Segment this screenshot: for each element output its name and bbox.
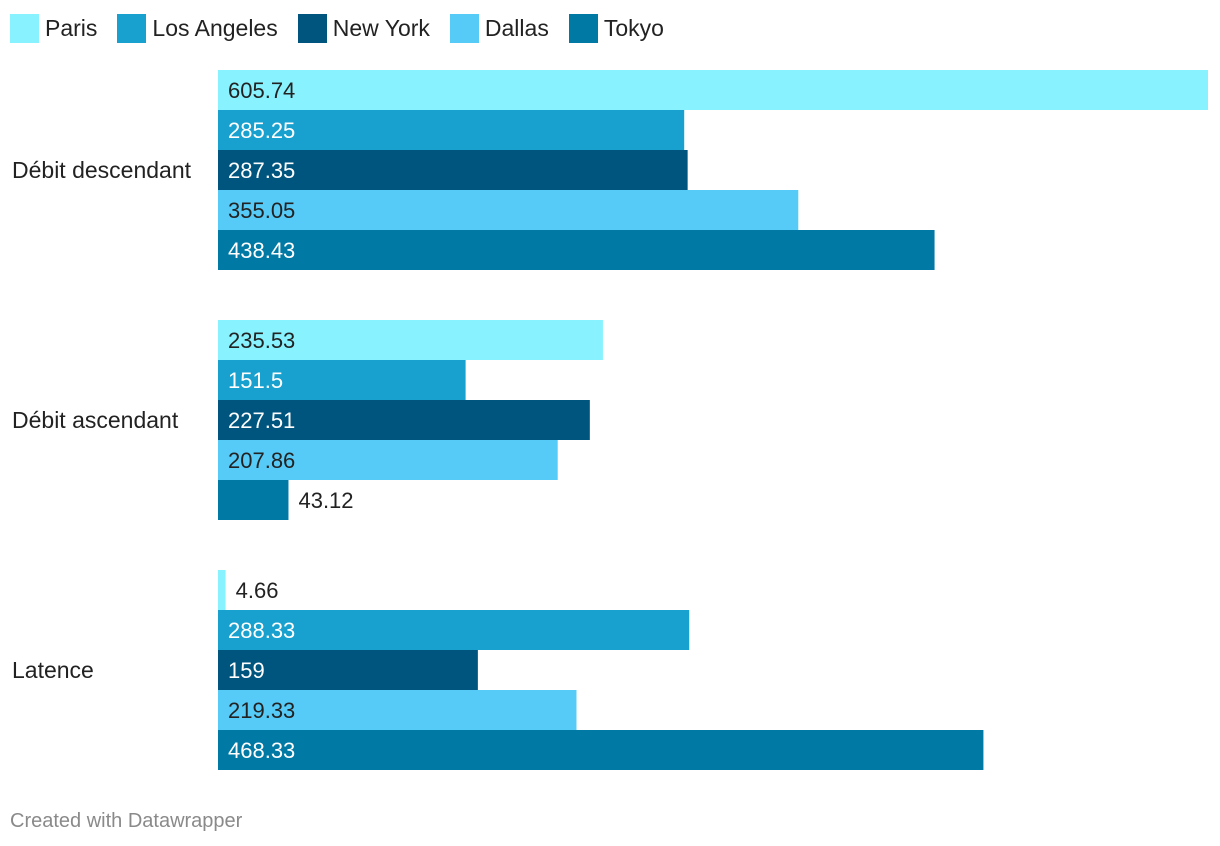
bar [218, 440, 558, 480]
bar [218, 230, 935, 270]
legend-swatch [117, 13, 147, 43]
bar [218, 190, 799, 230]
bar-value-label: 43.12 [298, 488, 353, 513]
bar [218, 730, 984, 770]
bar [218, 400, 590, 440]
bar-value-label: 159 [228, 658, 265, 683]
bar [218, 610, 690, 650]
legend-swatch [10, 13, 39, 43]
legend-label: Paris [45, 14, 98, 41]
legend-swatch [449, 13, 479, 43]
bar [218, 480, 289, 520]
legend-item: New York [297, 13, 430, 43]
legend-item: Los Angeles [117, 13, 278, 43]
bar [218, 150, 688, 190]
legend-swatch [297, 13, 327, 43]
legend-item: Paris [10, 13, 98, 43]
bar-value-label: 438.43 [228, 238, 295, 263]
legend: Paris Los Angeles New York Dallas Tokyo [10, 12, 684, 44]
bar [218, 570, 226, 610]
bar [218, 650, 478, 690]
bar-value-label: 219.33 [228, 698, 295, 723]
bar-value-label: 207.86 [228, 448, 295, 473]
legend-swatch [568, 13, 598, 43]
legend-label: Los Angeles [152, 14, 278, 41]
bar [218, 320, 603, 360]
bar-value-label: 605.74 [228, 78, 295, 103]
category-label: Débit descendant [12, 157, 192, 183]
bar-value-label: 227.51 [228, 408, 295, 433]
bar [218, 360, 466, 400]
legend-label: Tokyo [603, 14, 664, 41]
bar-value-label: 4.66 [236, 578, 279, 603]
bar [218, 110, 685, 150]
bar-value-label: 355.05 [228, 198, 295, 223]
bar-value-label: 288.33 [228, 618, 295, 643]
bar [218, 70, 1208, 110]
bar-value-label: 235.53 [228, 328, 295, 353]
legend-item: Tokyo [568, 13, 664, 43]
bar-value-label: 285.25 [228, 118, 295, 143]
bar-value-label: 468.33 [228, 738, 295, 763]
bar [218, 690, 577, 730]
category-label: Latence [12, 657, 94, 683]
category-label: Débit ascendant [12, 407, 179, 433]
bar-value-label: 287.35 [228, 158, 295, 183]
legend-label: Dallas [484, 14, 549, 41]
legend-item: Dallas [449, 13, 549, 43]
footer-credit: Created with Datawrapper [10, 810, 243, 832]
legend-label: New York [332, 14, 430, 41]
bar-value-label: 151.5 [228, 368, 283, 393]
